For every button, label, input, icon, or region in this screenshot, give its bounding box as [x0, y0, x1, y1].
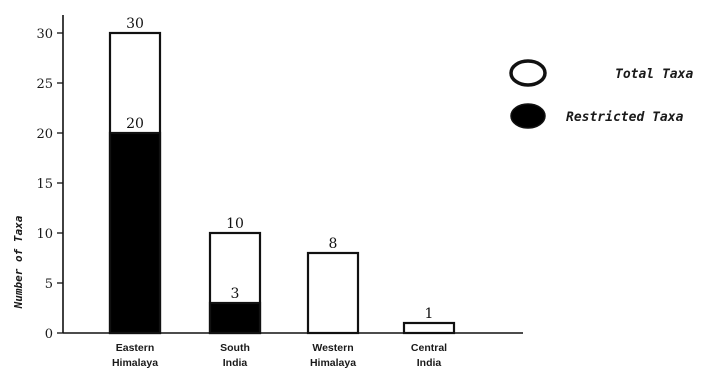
y-ticks: 0 5 10 15 20 25 30 — [36, 27, 63, 342]
category-label: Himalaya — [112, 357, 158, 369]
category-label: India — [223, 357, 248, 369]
data-label-total: 30 — [126, 16, 144, 32]
data-label-total: 1 — [425, 306, 434, 322]
data-label-restricted: 20 — [126, 116, 144, 132]
legend-label: Restricted Taxa — [566, 110, 684, 125]
y-tick-label: 5 — [45, 277, 53, 292]
category-label: Eastern — [116, 342, 155, 354]
y-tick-label: 10 — [36, 227, 53, 242]
category-label: South — [220, 342, 250, 354]
category-label: Western — [312, 342, 353, 354]
bar-total — [402, 321, 456, 335]
category-label: Central — [411, 342, 447, 354]
y-tick-label: 0 — [45, 327, 53, 342]
y-tick-label: 30 — [36, 27, 53, 42]
y-tick-label: 15 — [36, 177, 53, 192]
data-label-total: 10 — [226, 216, 244, 232]
category-labels: Eastern Himalaya South India Western Himalaya… — [112, 342, 447, 369]
legend-marker-open — [509, 59, 547, 87]
category-label: India — [417, 357, 442, 369]
category-label: Himalaya — [310, 357, 356, 369]
legend: Total Taxa Restricted Taxa — [509, 59, 693, 129]
legend-label: Total Taxa — [615, 67, 693, 82]
bar-restricted — [108, 131, 162, 335]
bar-total — [306, 251, 360, 335]
bars — [108, 31, 456, 335]
legend-marker-filled — [510, 103, 546, 129]
y-tick-label: 20 — [36, 127, 53, 142]
y-tick-label: 25 — [36, 77, 53, 92]
y-axis-title: Number of Taxa — [12, 215, 25, 309]
bar-restricted — [208, 301, 262, 335]
value-labels: 30 20 10 3 8 1 — [126, 16, 433, 322]
data-label-restricted: 3 — [231, 286, 240, 302]
data-label-total: 8 — [329, 236, 338, 252]
